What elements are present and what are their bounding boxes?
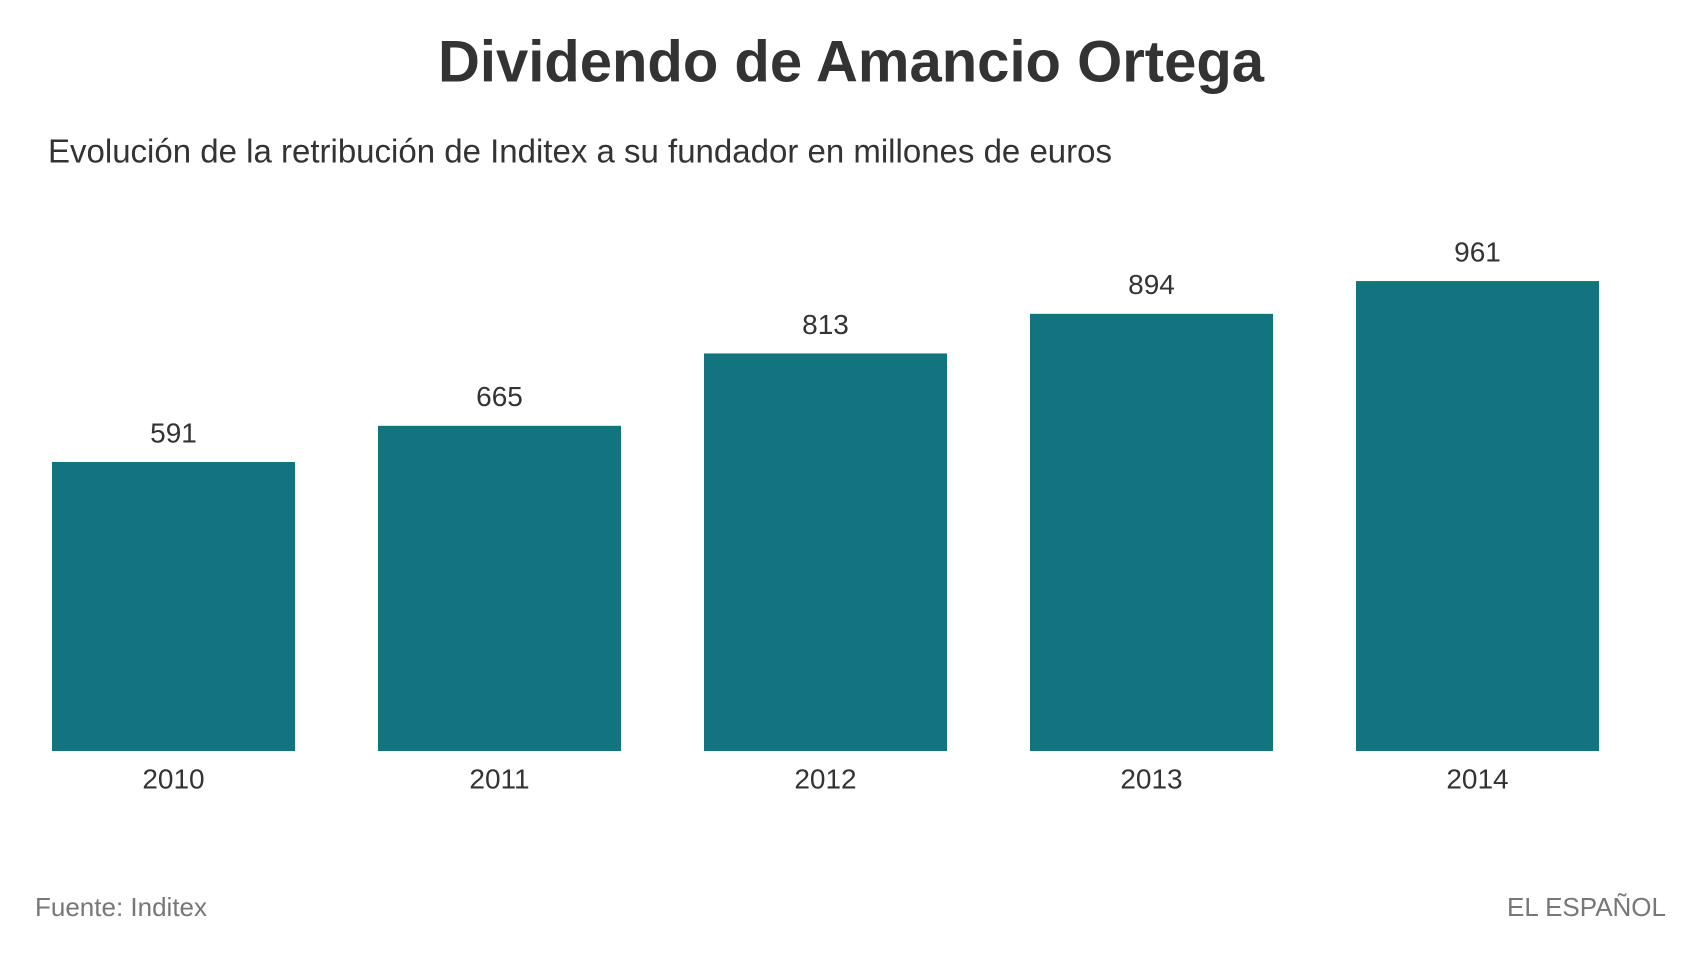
bar [1030, 313, 1273, 751]
x-tick-label: 2011 [469, 763, 529, 794]
value-label: 961 [1454, 236, 1501, 267]
value-label: 813 [802, 309, 849, 340]
x-tick-label: 2013 [1120, 763, 1182, 794]
bar [378, 425, 621, 751]
x-tick-label: 2012 [794, 763, 856, 794]
value-label: 894 [1128, 269, 1175, 300]
value-label: 665 [476, 381, 523, 412]
source: Fuente: Inditex [35, 892, 207, 922]
chart-title: Dividendo de Amancio Ortega [438, 29, 1265, 94]
bar [52, 462, 295, 751]
x-tick-label: 2014 [1446, 763, 1508, 794]
chart-subtitle: Evolución de la retribución de Inditex a… [48, 133, 1112, 170]
x-tick-label: 2010 [142, 763, 204, 794]
credit: EL ESPAÑOL [1507, 892, 1666, 922]
value-label: 591 [150, 417, 197, 448]
bar [1356, 281, 1599, 751]
bar [704, 353, 947, 751]
